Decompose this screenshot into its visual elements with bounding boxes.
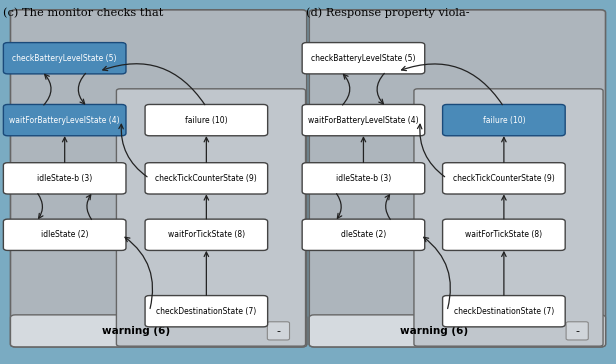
Text: -: - xyxy=(277,326,280,336)
FancyBboxPatch shape xyxy=(442,219,565,250)
Text: checkTickCounterState (9): checkTickCounterState (9) xyxy=(453,174,555,183)
FancyBboxPatch shape xyxy=(302,163,425,194)
FancyBboxPatch shape xyxy=(309,315,606,347)
FancyBboxPatch shape xyxy=(302,219,425,250)
Text: -: - xyxy=(575,326,579,336)
FancyBboxPatch shape xyxy=(116,89,306,346)
Text: (c) The monitor checks that: (c) The monitor checks that xyxy=(3,8,163,18)
Text: warning (6): warning (6) xyxy=(102,326,170,336)
FancyBboxPatch shape xyxy=(442,104,565,136)
Text: checkTickCounterState (9): checkTickCounterState (9) xyxy=(155,174,257,183)
Text: waitForBatteryLevelState (4): waitForBatteryLevelState (4) xyxy=(9,116,120,124)
FancyBboxPatch shape xyxy=(3,104,126,136)
FancyBboxPatch shape xyxy=(145,163,267,194)
Text: checkBatteryLevelState (5): checkBatteryLevelState (5) xyxy=(12,54,117,63)
Text: dleState (2): dleState (2) xyxy=(341,230,386,239)
FancyBboxPatch shape xyxy=(302,43,425,74)
Text: (d) Response property viola-: (d) Response property viola- xyxy=(306,7,470,18)
Text: checkDestinationState (7): checkDestinationState (7) xyxy=(156,307,256,316)
FancyBboxPatch shape xyxy=(145,219,267,250)
Text: warning (6): warning (6) xyxy=(400,326,469,336)
FancyBboxPatch shape xyxy=(10,10,307,347)
FancyBboxPatch shape xyxy=(442,296,565,327)
Text: failure (10): failure (10) xyxy=(185,116,228,124)
FancyBboxPatch shape xyxy=(309,10,606,347)
FancyBboxPatch shape xyxy=(302,104,425,136)
FancyBboxPatch shape xyxy=(267,322,290,340)
FancyBboxPatch shape xyxy=(10,315,307,347)
FancyBboxPatch shape xyxy=(414,89,603,346)
Text: waitForTickState (8): waitForTickState (8) xyxy=(168,230,245,239)
Text: idleState-b (3): idleState-b (3) xyxy=(336,174,391,183)
Text: waitForBatteryLevelState (4): waitForBatteryLevelState (4) xyxy=(308,116,419,124)
Text: idleState (2): idleState (2) xyxy=(41,230,89,239)
Text: failure (10): failure (10) xyxy=(482,116,525,124)
FancyBboxPatch shape xyxy=(566,322,588,340)
FancyBboxPatch shape xyxy=(442,163,565,194)
FancyBboxPatch shape xyxy=(3,43,126,74)
FancyBboxPatch shape xyxy=(145,104,267,136)
Text: checkDestinationState (7): checkDestinationState (7) xyxy=(454,307,554,316)
Text: checkBatteryLevelState (5): checkBatteryLevelState (5) xyxy=(311,54,416,63)
Text: waitForTickState (8): waitForTickState (8) xyxy=(465,230,543,239)
Text: idleState-b (3): idleState-b (3) xyxy=(37,174,92,183)
FancyBboxPatch shape xyxy=(145,296,267,327)
FancyBboxPatch shape xyxy=(3,219,126,250)
FancyBboxPatch shape xyxy=(3,163,126,194)
